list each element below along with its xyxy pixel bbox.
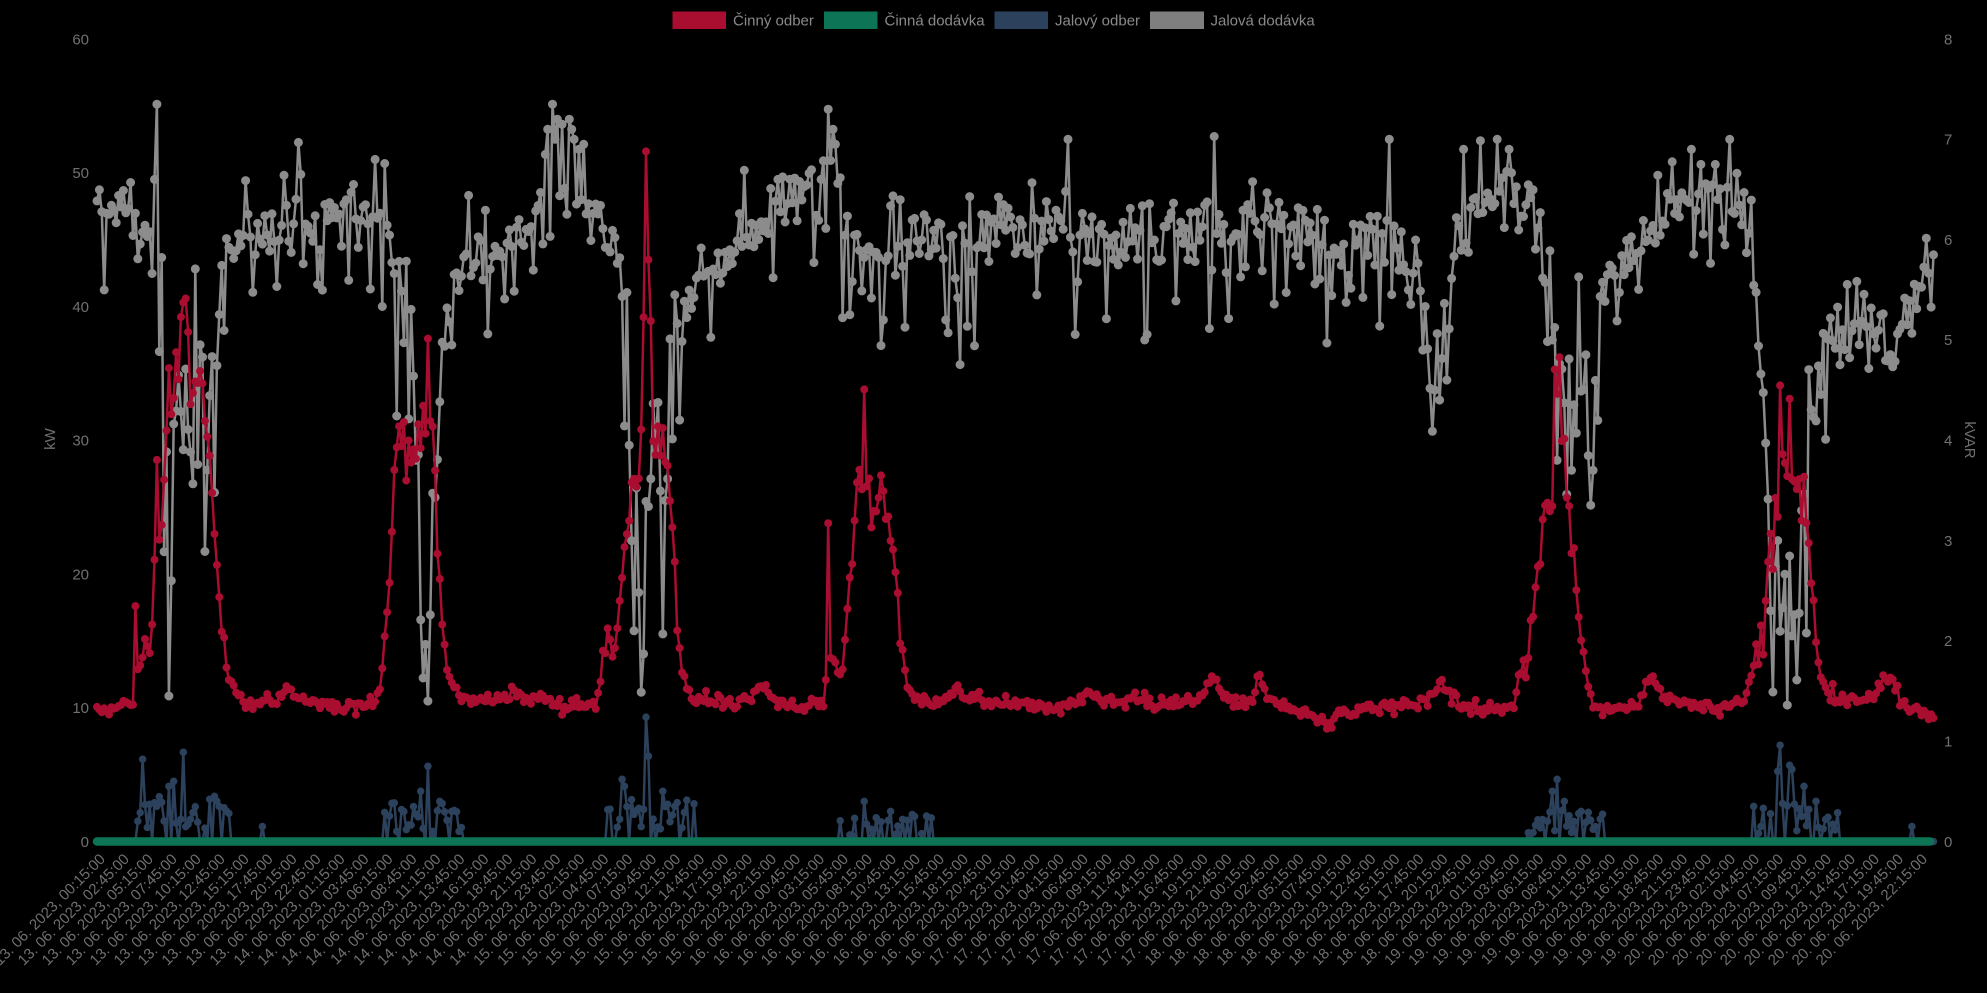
svg-text:40: 40 [72, 299, 89, 316]
svg-text:6: 6 [1944, 232, 1952, 249]
svg-text:2: 2 [1944, 633, 1952, 650]
svg-text:7: 7 [1944, 132, 1952, 149]
svg-text:0: 0 [81, 834, 89, 851]
svg-text:Činný odber: Činný odber [733, 13, 814, 30]
svg-text:1: 1 [1944, 734, 1952, 751]
svg-text:20: 20 [72, 566, 89, 583]
svg-text:5: 5 [1944, 332, 1952, 349]
svg-text:50: 50 [72, 165, 89, 182]
svg-text:30: 30 [72, 433, 89, 450]
svg-text:kVAR: kVAR [1961, 421, 1978, 458]
svg-text:60: 60 [72, 31, 89, 48]
svg-text:Činná dodávka: Činná dodávka [885, 13, 986, 30]
svg-text:Jalová dodávka: Jalová dodávka [1211, 13, 1316, 30]
svg-text:8: 8 [1944, 31, 1952, 48]
svg-text:Jalový odber: Jalový odber [1055, 13, 1140, 30]
svg-text:10: 10 [72, 700, 89, 717]
svg-text:4: 4 [1944, 433, 1952, 450]
svg-text:kW: kW [42, 427, 59, 450]
svg-text:3: 3 [1944, 533, 1952, 550]
svg-text:0: 0 [1944, 834, 1952, 851]
